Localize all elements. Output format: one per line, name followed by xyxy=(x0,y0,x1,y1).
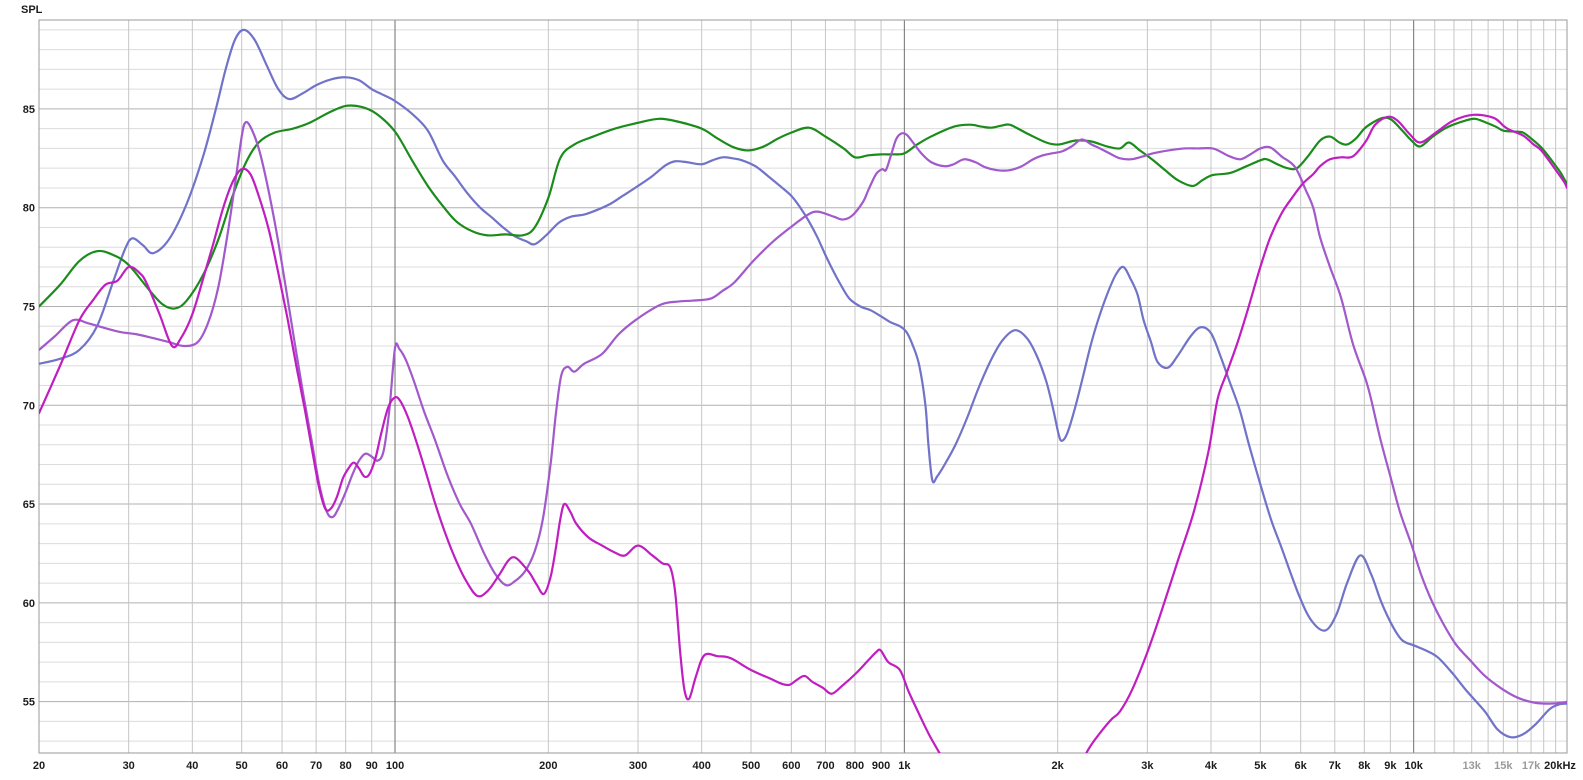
y-tick-label: 60 xyxy=(23,598,35,610)
series-trace-magenta xyxy=(39,113,1567,753)
x-tick-label: 8k xyxy=(1358,760,1371,772)
x-tick-label: 15k xyxy=(1494,760,1513,772)
y-tick-label: 55 xyxy=(23,697,35,709)
x-tick-label: 3k xyxy=(1141,760,1154,772)
x-tick-label: 4k xyxy=(1205,760,1218,772)
x-tick-label: 500 xyxy=(742,760,760,772)
x-tick-label: 13k xyxy=(1463,760,1482,772)
x-tick-label: 100 xyxy=(386,760,404,772)
x-tick-label: 7k xyxy=(1329,760,1342,772)
x-tick-label: 200 xyxy=(539,760,557,772)
x-tick-label: 5k xyxy=(1254,760,1267,772)
y-tick-label: 85 xyxy=(23,104,35,116)
series-trace-purple xyxy=(39,120,1567,705)
x-tick-label: 50 xyxy=(236,760,248,772)
y-tick-label: 70 xyxy=(23,400,35,412)
y-tick-label: 65 xyxy=(23,499,35,511)
x-tick-label: 60 xyxy=(276,760,288,772)
x-tick-label: 700 xyxy=(816,760,834,772)
y-tick-label: 75 xyxy=(23,301,35,313)
series-group xyxy=(39,28,1567,753)
x-tick-label: 800 xyxy=(846,760,864,772)
x-tick-label: 17k xyxy=(1522,760,1541,772)
x-tick-label: 300 xyxy=(629,760,647,772)
x-tick-label: 30 xyxy=(123,760,135,772)
x-tick-label: 80 xyxy=(340,760,352,772)
x-tick-label: 1k xyxy=(898,760,911,772)
x-tick-label: 70 xyxy=(310,760,322,772)
x-tick-label: 10k xyxy=(1404,760,1423,772)
series-trace-blue xyxy=(39,28,1567,739)
x-tick-label: 6k xyxy=(1295,760,1308,772)
x-tick-label: 600 xyxy=(782,760,800,772)
x-tick-label: 900 xyxy=(872,760,890,772)
y-tick-label: 80 xyxy=(23,203,35,215)
plot-border xyxy=(38,19,1568,754)
x-tick-label: 20kHz xyxy=(1544,760,1576,772)
x-tick-label: 90 xyxy=(366,760,378,772)
x-tick-label: 20 xyxy=(33,760,45,772)
y-axis-title: SPL xyxy=(21,4,43,16)
series-trace-green xyxy=(39,104,1567,310)
x-tick-label: 9k xyxy=(1384,760,1397,772)
x-axis-labels: 20 30 40 50 60 70 80 90 100 200 300 400 500 600 700 800… xyxy=(33,760,1577,772)
y-gridlines xyxy=(39,29,1567,742)
x-tick-label: 2k xyxy=(1052,760,1065,772)
x-tick-label: 400 xyxy=(692,760,710,772)
y-axis-labels: 55 60 65 70 75 80 85 xyxy=(23,104,35,709)
x-tick-label: 40 xyxy=(186,760,198,772)
